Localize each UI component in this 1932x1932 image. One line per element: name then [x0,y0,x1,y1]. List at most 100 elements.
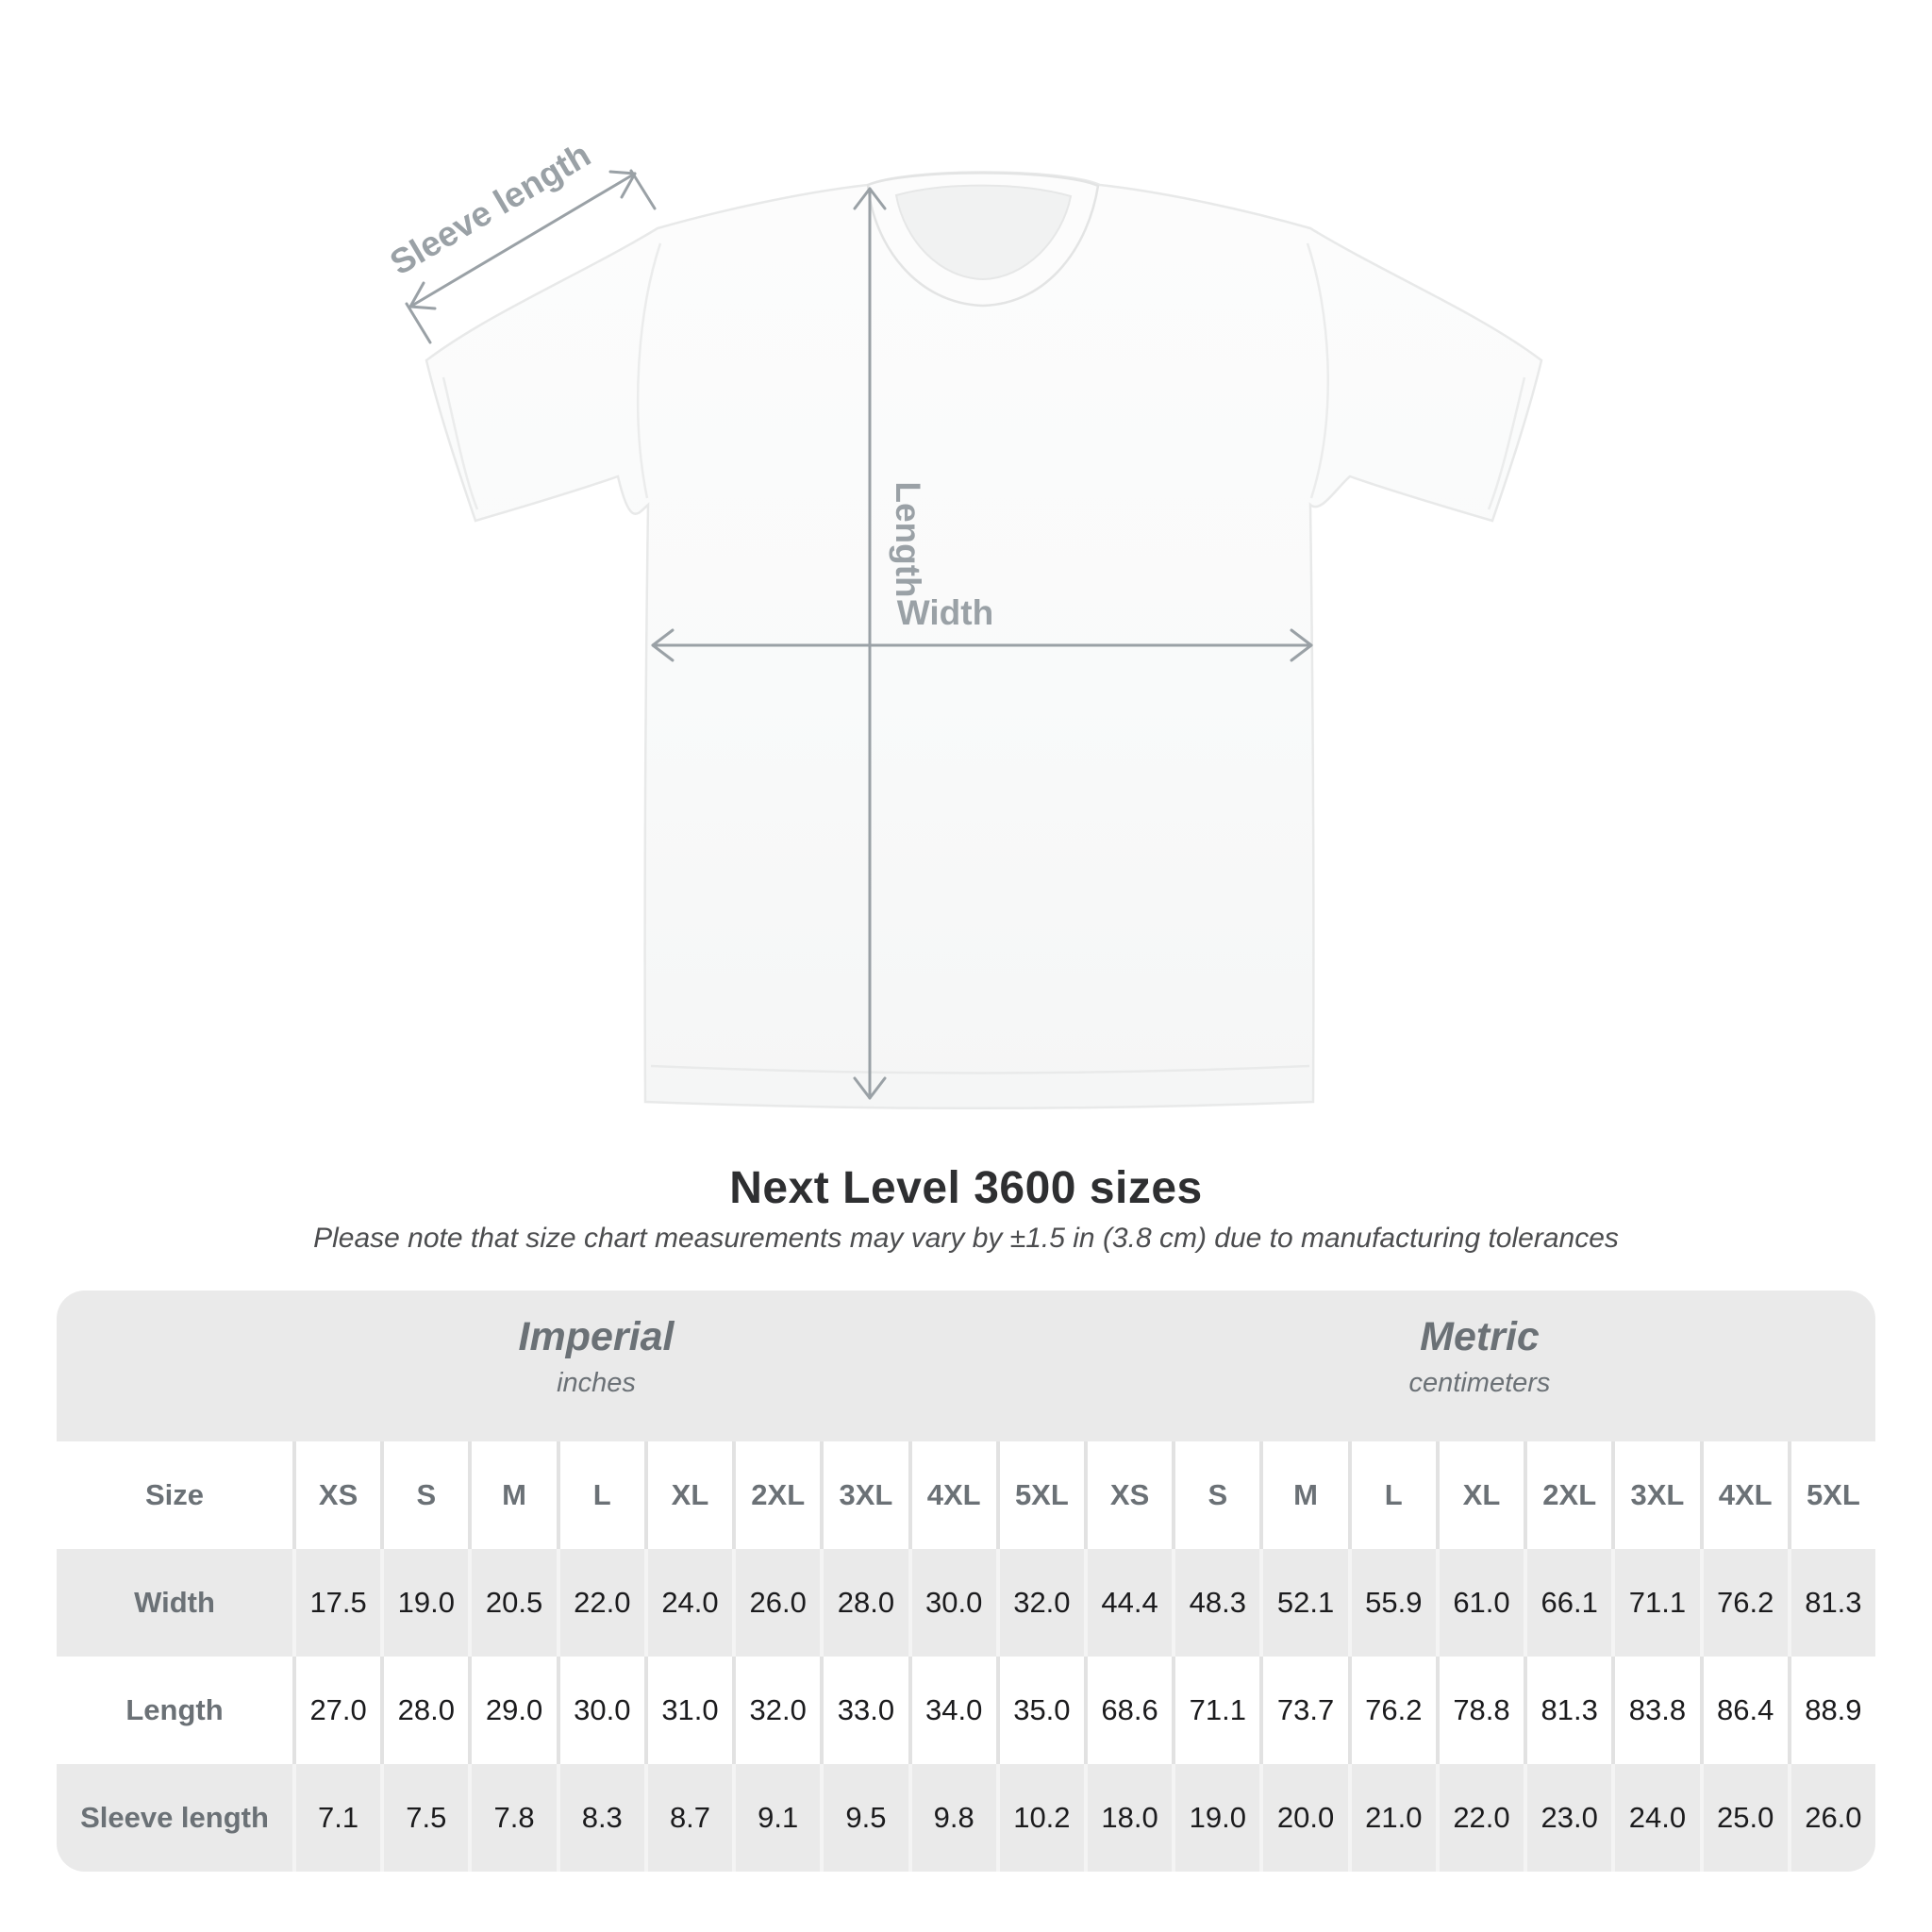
collar-opening [894,184,1073,281]
value-cell: 73.7 [1259,1657,1347,1764]
value-cell: 7.5 [380,1764,468,1872]
value-cell: 21.0 [1347,1764,1436,1872]
value-cell: 24.0 [1611,1764,1699,1872]
value-cell: 20.0 [1259,1764,1347,1872]
metric-size-header: 2XL [1524,1441,1611,1549]
length-row: Length 27.0 28.0 29.0 30.0 31.0 32.0 33.… [57,1657,1875,1764]
imperial-title: Imperial [518,1314,675,1359]
value-cell: 7.1 [292,1764,380,1872]
length-label: Length [889,481,927,597]
size-header-row: Size XS S M L XL 2XL 3XL 4XL 5XL XS S M … [57,1441,1875,1549]
row-label: Sleeve length [80,1801,269,1834]
metric-size-header: XS [1083,1441,1172,1549]
value-cell: 78.8 [1435,1657,1524,1764]
value-cell: 52.1 [1259,1549,1347,1657]
value-cell: 26.0 [732,1549,820,1657]
value-cell: 86.4 [1699,1657,1788,1764]
imperial-size-header: 3XL [820,1441,908,1549]
metric-unit: centimeters [1408,1368,1551,1398]
value-cell: 19.0 [1172,1764,1259,1872]
left-armhole-seam [636,242,662,499]
metric-size-header: 3XL [1611,1441,1699,1549]
value-cell: 28.0 [820,1549,908,1657]
right-armhole-seam [1306,242,1329,499]
imperial-size-header: 5XL [995,1441,1084,1549]
value-cell: 9.1 [732,1764,820,1872]
page-title: Next Level 3600 sizes [729,1163,1203,1213]
imperial-section-header: Imperial inches [57,1291,1084,1441]
value-cell: 71.1 [1172,1657,1259,1764]
value-cell: 22.0 [556,1549,644,1657]
value-cell: 17.5 [292,1549,380,1657]
metric-title: Metric [1420,1314,1540,1359]
value-cell: 20.5 [468,1549,556,1657]
metric-size-header: M [1259,1441,1347,1549]
value-cell: 81.3 [1787,1549,1875,1657]
value-cell: 30.0 [556,1657,644,1764]
value-cell: 27.0 [292,1657,380,1764]
value-cell: 76.2 [1347,1657,1436,1764]
value-cell: 23.0 [1524,1764,1611,1872]
metric-size-header: 4XL [1699,1441,1788,1549]
value-cell: 68.6 [1083,1657,1172,1764]
value-cell: 55.9 [1347,1549,1436,1657]
value-cell: 71.1 [1611,1549,1699,1657]
metric-size-header: XL [1435,1441,1524,1549]
value-cell: 81.3 [1524,1657,1611,1764]
tshirt-silhouette [425,171,1543,1109]
imperial-size-header: L [556,1441,644,1549]
value-cell: 48.3 [1172,1549,1259,1657]
imperial-size-header: 2XL [732,1441,820,1549]
imperial-size-header: M [468,1441,556,1549]
value-cell: 29.0 [468,1657,556,1764]
page-subtitle: Please note that size chart measurements… [313,1223,1619,1254]
value-cell: 9.8 [908,1764,996,1872]
size-table: Imperial inches Metric centimeters Size … [57,1291,1875,1872]
value-cell: 83.8 [1611,1657,1699,1764]
metric-section-header: Metric centimeters [1084,1291,1875,1441]
metric-size-header: 5XL [1787,1441,1875,1549]
row-label: Length [125,1693,224,1726]
metric-size-header: S [1172,1441,1259,1549]
value-cell: 8.7 [643,1764,732,1872]
metric-size-header: L [1347,1441,1436,1549]
value-cell: 7.8 [468,1764,556,1872]
value-cell: 30.0 [908,1549,996,1657]
value-cell: 33.0 [820,1657,908,1764]
value-cell: 35.0 [995,1657,1084,1764]
sleeve-length-row: Sleeve length 7.1 7.5 7.8 8.3 8.7 9.1 9.… [57,1764,1875,1872]
size-column-header: Size [144,1478,205,1511]
value-cell: 88.9 [1787,1657,1875,1764]
value-cell: 19.0 [380,1549,468,1657]
imperial-unit: inches [557,1368,636,1398]
imperial-size-header: S [380,1441,468,1549]
sleeve-length-arrow [405,169,657,344]
value-cell: 32.0 [732,1657,820,1764]
tshirt-measurement-diagram: Length Width Sleeve length [383,135,1543,1109]
imperial-size-header: XL [643,1441,732,1549]
value-cell: 18.0 [1083,1764,1172,1872]
value-cell: 61.0 [1435,1549,1524,1657]
right-cuff-seam [1487,376,1526,510]
unit-header-band: Imperial inches Metric centimeters [57,1291,1875,1441]
imperial-size-header: 4XL [908,1441,996,1549]
value-cell: 34.0 [908,1657,996,1764]
value-cell: 26.0 [1787,1764,1875,1872]
width-label: Width [897,593,993,632]
value-cell: 66.1 [1524,1549,1611,1657]
value-cell: 31.0 [643,1657,732,1764]
value-cell: 28.0 [380,1657,468,1764]
value-cell: 25.0 [1699,1764,1788,1872]
value-cell: 32.0 [995,1549,1084,1657]
width-row: Width 17.5 19.0 20.5 22.0 24.0 26.0 28.0… [57,1549,1875,1657]
width-arrow [651,628,1313,662]
value-cell: 44.4 [1083,1549,1172,1657]
row-label: Width [134,1586,215,1619]
value-cell: 9.5 [820,1764,908,1872]
value-cell: 24.0 [643,1549,732,1657]
length-arrow [853,187,887,1100]
left-cuff-seam [441,376,479,510]
imperial-size-header: XS [292,1441,380,1549]
value-cell: 10.2 [995,1764,1084,1872]
